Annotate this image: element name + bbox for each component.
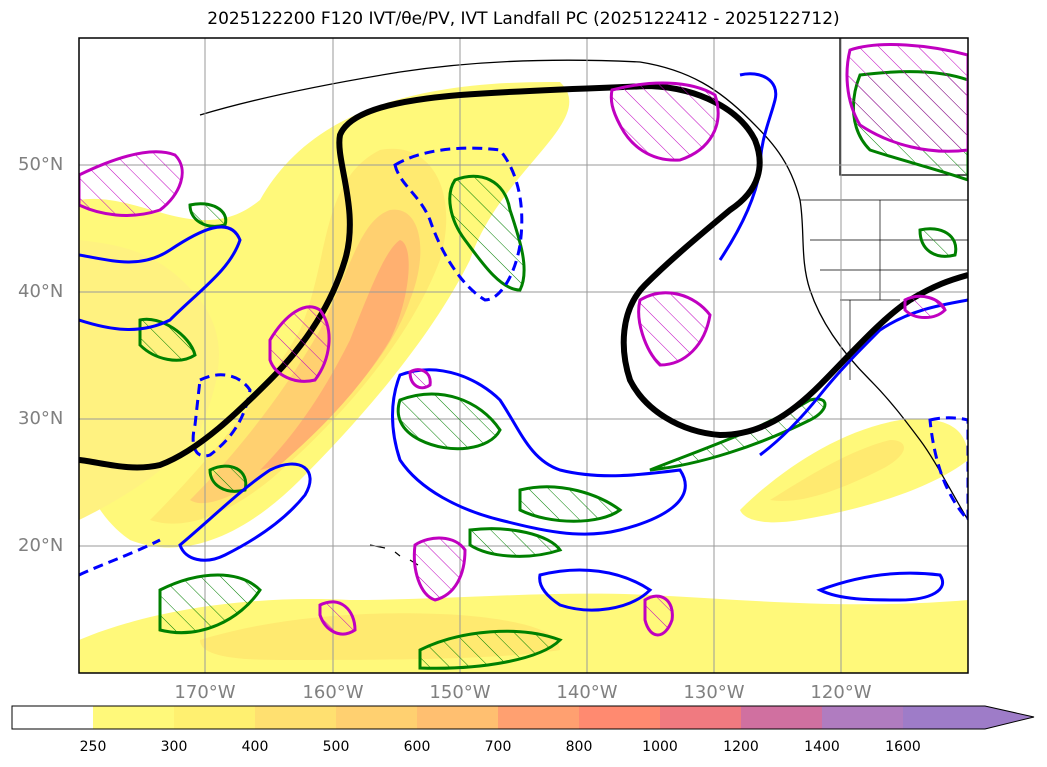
lon-label-160w: 160°W bbox=[302, 682, 364, 703]
lon-label-130w: 130°W bbox=[683, 682, 745, 703]
magenta-contour-1 bbox=[79, 150, 184, 217]
colorbar-segment-8 bbox=[660, 706, 741, 729]
colorbar-tick-1600: 1600 bbox=[885, 739, 921, 755]
colorbar-tick-250: 250 bbox=[79, 739, 107, 755]
blue-contour-3 bbox=[718, 72, 778, 261]
green-contour-6 bbox=[158, 573, 262, 635]
blue-contour-7 bbox=[816, 571, 944, 602]
ivt-east-band-inner bbox=[770, 440, 904, 501]
magenta-contour-2 bbox=[609, 81, 720, 162]
magenta-contour-4 bbox=[637, 291, 712, 367]
blue-dashed-1 bbox=[393, 146, 524, 302]
green-contour-10 bbox=[188, 202, 228, 228]
blue-contour-2 bbox=[391, 368, 687, 536]
pv-contours bbox=[79, 72, 968, 612]
magenta-contour-9 bbox=[903, 294, 947, 319]
map-frame bbox=[78, 37, 969, 674]
colorbar bbox=[11, 705, 1035, 730]
colorbar-tick-1200: 1200 bbox=[723, 739, 759, 755]
colorbar-segment-5 bbox=[417, 706, 498, 729]
coast-canada bbox=[839, 38, 968, 176]
green-contour-4 bbox=[396, 392, 502, 451]
colorbar-tick-800: 800 bbox=[565, 739, 593, 755]
lon-label-140w: 140°W bbox=[556, 682, 618, 703]
green-contour-9 bbox=[918, 227, 958, 258]
blue-contour-6 bbox=[538, 568, 653, 612]
colorbar-segment-9 bbox=[741, 706, 822, 729]
colorbar-tick-500: 500 bbox=[322, 739, 350, 755]
colorbar-tick-400: 400 bbox=[241, 739, 269, 755]
colorbar-segment-10 bbox=[822, 706, 903, 729]
blue-dashed-3 bbox=[79, 538, 161, 577]
colorbar-segment-4 bbox=[336, 706, 417, 729]
magenta-contour-8 bbox=[643, 594, 674, 637]
state-borders bbox=[810, 200, 968, 380]
lat-label-20n: 20°N bbox=[18, 535, 64, 556]
green-contour-5 bbox=[518, 485, 623, 523]
colorbar-tick-700: 700 bbox=[484, 739, 512, 755]
lon-label-120w: 120°W bbox=[810, 682, 872, 703]
blue-dashed-4 bbox=[928, 416, 968, 523]
colorbar-segment-1 bbox=[93, 706, 174, 729]
colorbar-segment-3 bbox=[255, 706, 336, 729]
lat-label-50n: 50°N bbox=[18, 154, 64, 175]
landfall-contours bbox=[79, 43, 968, 637]
colorbar-tick-600: 600 bbox=[403, 739, 431, 755]
colorbar-outline bbox=[11, 705, 1035, 730]
colorbar-segment-6 bbox=[498, 706, 579, 729]
green-contour-2 bbox=[138, 317, 197, 362]
magenta-contour-10 bbox=[408, 368, 432, 390]
magenta-contour-3 bbox=[845, 43, 968, 153]
lon-label-150w: 150°W bbox=[429, 682, 491, 703]
green-contour-7 bbox=[418, 629, 563, 670]
colorbar-tick-1000: 1000 bbox=[642, 739, 678, 755]
coast-alaska bbox=[199, 59, 968, 521]
colorbar-segment-extend bbox=[903, 706, 1034, 729]
colorbar-segment-7 bbox=[579, 706, 660, 729]
colorbar-segment-2 bbox=[174, 706, 255, 729]
blue-dashed-2 bbox=[191, 373, 252, 458]
chart-title: 2025122200 F120 IVT/θe/PV, IVT Landfall … bbox=[207, 9, 840, 29]
magenta-contour-5 bbox=[268, 305, 331, 383]
colorbar-tick-1400: 1400 bbox=[804, 739, 840, 755]
colorbar-segment-0 bbox=[12, 706, 93, 729]
graticule bbox=[79, 38, 968, 673]
colorbar-tick-300: 300 bbox=[160, 739, 188, 755]
ivt-west-band bbox=[79, 240, 219, 520]
magenta-contour-6 bbox=[412, 536, 467, 602]
coastlines bbox=[199, 38, 968, 566]
green-contour-11 bbox=[468, 527, 563, 558]
green-contour-1 bbox=[448, 174, 526, 292]
blue-contour-1 bbox=[79, 225, 242, 331]
lon-label-170w: 170°W bbox=[174, 682, 236, 703]
lat-label-40n: 40°N bbox=[18, 281, 64, 302]
blue-contour-5 bbox=[178, 462, 312, 562]
ivt-shading bbox=[79, 81, 968, 673]
lat-label-30n: 30°N bbox=[18, 408, 64, 429]
magenta-contour-7 bbox=[318, 600, 357, 636]
ivt-plume-600 bbox=[260, 240, 409, 470]
